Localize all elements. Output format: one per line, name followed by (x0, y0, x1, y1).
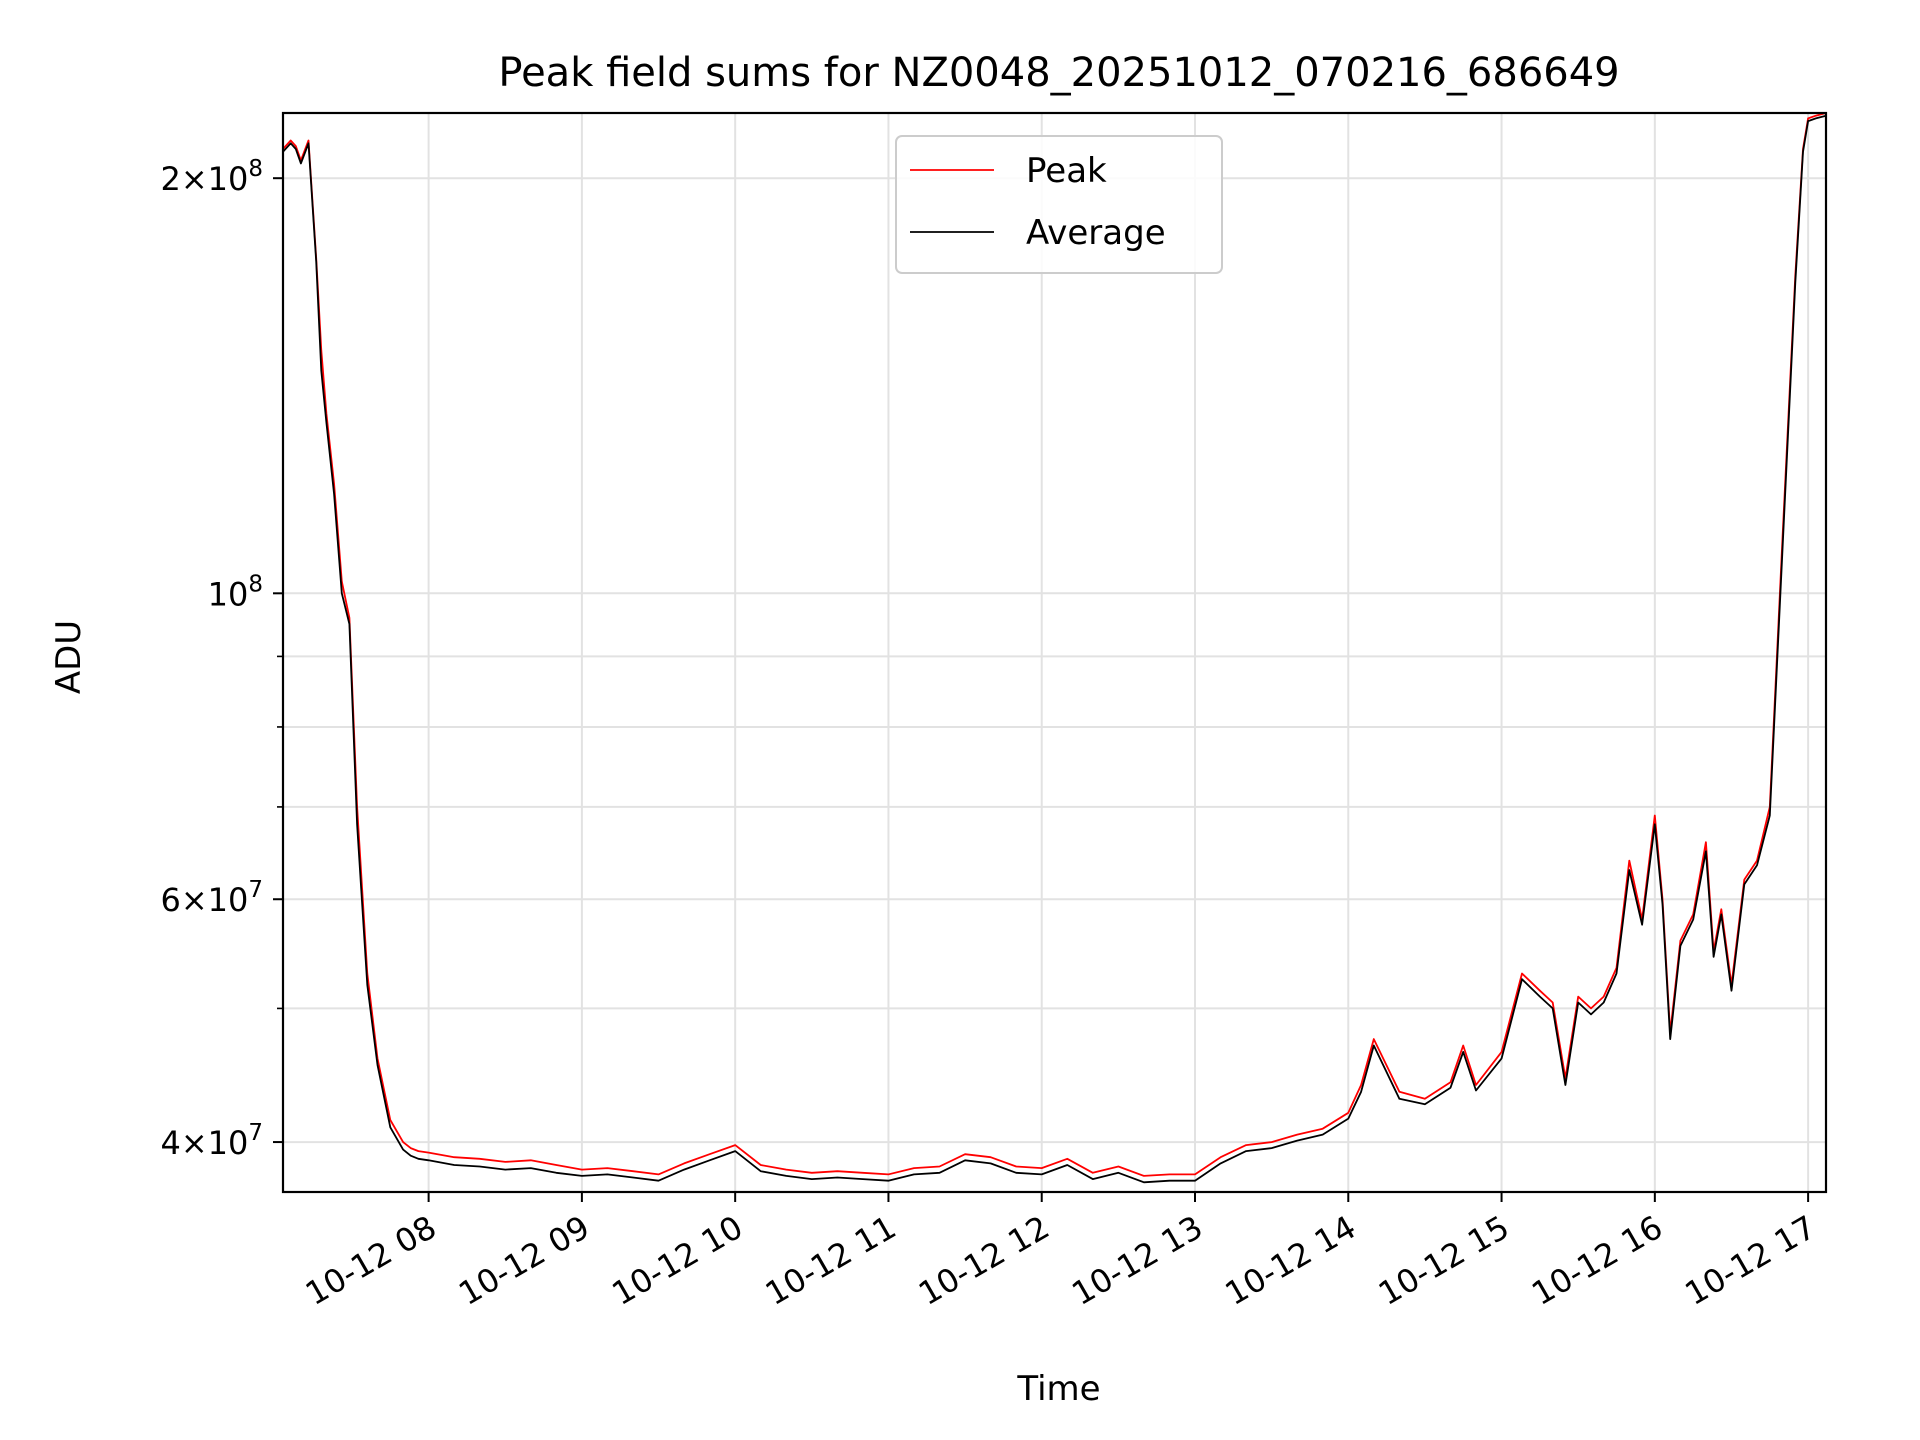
legend: Peak Average (895, 135, 1223, 274)
y-axis-ticks: 4×107 6×107 108 2×108 (160, 156, 283, 1162)
y-tick-label: 4×107 (160, 1120, 263, 1162)
y-tick-label: 6×107 (160, 877, 263, 919)
plot-area-frame (281, 111, 1828, 1194)
y-tick-label: 108 (208, 571, 263, 613)
chart-title: Peak field sums for NZ0048_20251012_0702… (498, 50, 1619, 96)
series-line-average (282, 114, 1827, 1184)
y-tick-label: 2×108 (160, 156, 263, 198)
series-layer (282, 112, 1827, 1184)
x-axis-label: Time (1016, 1369, 1100, 1409)
legend-label-average: Average (1026, 213, 1166, 253)
y-axis-label: ADU (49, 620, 89, 694)
legend-label-peak: Peak (1026, 151, 1107, 191)
